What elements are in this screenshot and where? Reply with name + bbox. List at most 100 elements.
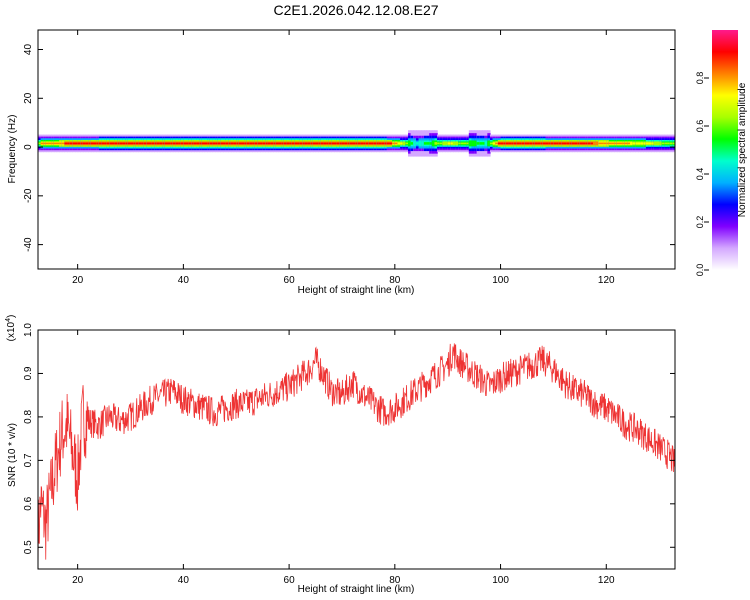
heatmap-cell xyxy=(447,142,451,145)
heatmap-cell xyxy=(624,142,629,145)
heatmap-cell xyxy=(389,142,393,145)
heatmap-cell xyxy=(600,142,605,145)
heatmap-cell xyxy=(196,142,200,145)
x-tick-label: 60 xyxy=(284,575,296,586)
heatmap-cell xyxy=(349,142,354,145)
heatmap-cell xyxy=(640,142,644,145)
heatmap-cell xyxy=(106,142,110,145)
heatmap-cell xyxy=(326,142,330,145)
heatmap-cell xyxy=(299,142,303,145)
heatmap-cell xyxy=(656,142,660,145)
colorbar-tick-label: 0.8 xyxy=(695,72,705,85)
heatmap-cell xyxy=(149,142,153,145)
heatmap-cell xyxy=(117,142,121,145)
x-tick-label: 120 xyxy=(598,275,615,286)
heatmap-cell xyxy=(503,142,507,145)
heatmap-cell xyxy=(281,142,285,145)
heatmap-cell xyxy=(223,142,227,145)
heatmap-cell xyxy=(328,142,332,145)
heatmap-cell xyxy=(262,142,266,145)
heatmap-cell xyxy=(101,142,105,145)
heatmap-cell xyxy=(122,142,126,145)
heatmap-cell xyxy=(408,142,412,145)
heatmap-cell xyxy=(534,142,539,145)
heatmap-cell xyxy=(357,142,362,145)
heatmap-cell xyxy=(566,142,570,145)
heatmap-cell xyxy=(241,142,245,145)
heatmap-cell xyxy=(283,142,288,145)
heatmap-cell xyxy=(56,142,60,145)
heatmap-cell xyxy=(516,142,520,145)
heatmap-cell xyxy=(384,142,388,145)
snr-panel: 20 40 60 80 100 120 0.5 0.6 0.7 0.8 0.9 1.0 Height… xyxy=(5,315,676,595)
heatmap-cell xyxy=(672,142,675,145)
heatmap-cell xyxy=(630,142,634,145)
heatmap-cell xyxy=(307,142,311,145)
heatmap-cell xyxy=(159,142,163,145)
heatmap-cell xyxy=(275,142,280,145)
y-tick-label: -40 xyxy=(23,237,34,252)
heatmap-cell xyxy=(495,142,499,145)
heatmap-cell xyxy=(378,142,383,145)
x-tick-label: 20 xyxy=(72,275,84,286)
heatmap-cell xyxy=(249,142,253,145)
heatmap-cell xyxy=(381,142,385,145)
heatmap-cell xyxy=(162,142,166,145)
snr-y-label: SNR (10 * v/v) xyxy=(7,423,18,487)
y-tick-label: 0.9 xyxy=(23,366,34,380)
heatmap-cell xyxy=(537,142,541,145)
heatmap-x-label: Height of straight line (km) xyxy=(298,285,415,296)
heatmap-cell xyxy=(513,142,518,145)
heatmap-cell xyxy=(289,142,293,145)
heatmap-cell xyxy=(413,142,417,145)
heatmap-cell xyxy=(323,142,327,145)
heatmap-cell xyxy=(455,142,459,145)
heatmap-cell xyxy=(278,142,282,145)
heatmap-cell xyxy=(423,142,428,145)
heatmap-cell xyxy=(637,142,642,145)
heatmap-y-label: Frequency (Hz) xyxy=(7,115,18,184)
heatmap-cell xyxy=(244,142,248,145)
heatmap-cell xyxy=(418,142,422,145)
heatmap-cell xyxy=(135,142,140,145)
heatmap-cell xyxy=(526,142,531,145)
heatmap-cell xyxy=(93,142,97,145)
heatmap-cell xyxy=(603,142,607,145)
heatmap-cell xyxy=(310,142,314,145)
heatmap-cell xyxy=(651,142,655,145)
snr-multiplier: (x104) xyxy=(5,315,17,342)
heatmap-cell xyxy=(608,142,613,145)
heatmap-cell xyxy=(186,142,190,145)
heatmap-cell xyxy=(590,142,594,145)
heatmap-cell xyxy=(426,142,430,145)
heatmap-cell xyxy=(360,142,364,145)
heatmap-cell xyxy=(497,142,502,145)
y-tick-label: 40 xyxy=(23,44,34,56)
x-tick-label: 80 xyxy=(389,275,401,286)
colorbar: 0.0 0.2 0.4 0.6 0.8 Normalized spectral ampl… xyxy=(695,30,748,276)
snr-y-axis: 0.5 0.6 0.7 0.8 0.9 1.0 xyxy=(23,323,675,554)
heatmap-cell xyxy=(156,142,161,145)
heatmap-cell xyxy=(598,142,602,145)
heatmap-cell xyxy=(315,142,319,145)
colorbar-tick-label: 0.0 xyxy=(695,264,705,277)
heatmap-cell xyxy=(104,142,108,145)
y-tick-label: -20 xyxy=(23,188,34,203)
heatmap-cell xyxy=(400,142,404,145)
heatmap-cell xyxy=(508,142,512,145)
heatmap-cell xyxy=(577,142,581,145)
heatmap-cell xyxy=(569,142,573,145)
heatmap-cell xyxy=(98,142,103,145)
heatmap-cell xyxy=(125,142,129,145)
heatmap-cell xyxy=(96,142,100,145)
heatmap-cell xyxy=(339,142,343,145)
heatmap-cell xyxy=(82,142,87,145)
heatmap-cell xyxy=(439,142,444,145)
heatmap-cell xyxy=(72,142,76,145)
heatmap-cell xyxy=(405,142,409,145)
heatmap-cell xyxy=(635,142,639,145)
heatmap-cell xyxy=(458,142,462,145)
heatmap-cell xyxy=(653,142,658,145)
y-tick-label: 20 xyxy=(23,92,34,104)
x-tick-label: 120 xyxy=(598,575,615,586)
